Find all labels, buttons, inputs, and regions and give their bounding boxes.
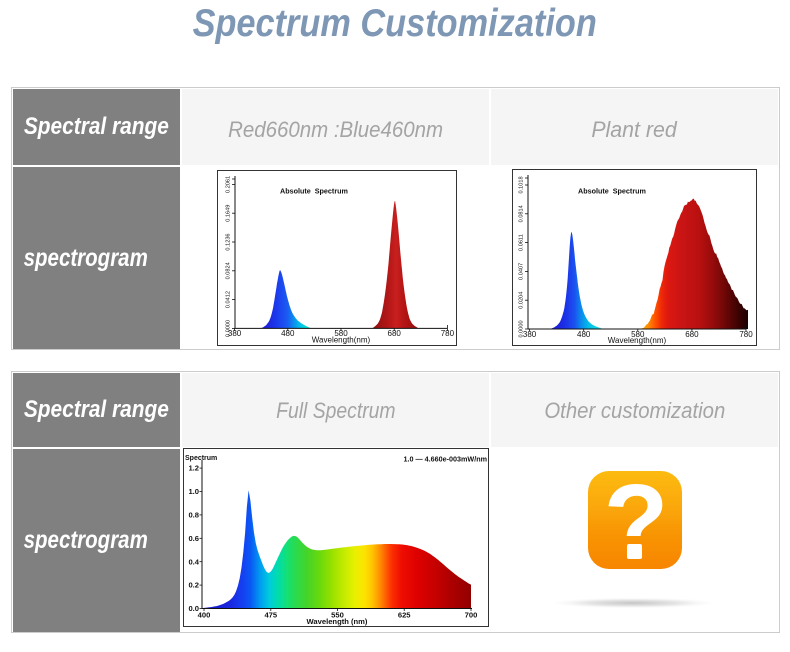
svg-text:680: 680 (388, 329, 402, 338)
svg-text:380: 380 (523, 330, 537, 339)
svg-text:0.0000: 0.0000 (519, 320, 525, 337)
svg-text:0.2: 0.2 (188, 581, 199, 590)
svg-text:0.1649: 0.1649 (226, 205, 232, 222)
svg-text:0.0814: 0.0814 (519, 205, 525, 222)
svg-text:680: 680 (685, 330, 699, 339)
svg-text:0.1236: 0.1236 (226, 233, 232, 250)
svg-text:0.8: 0.8 (188, 511, 199, 520)
svg-text:0.6: 0.6 (188, 534, 199, 543)
svg-text:625: 625 (398, 611, 411, 620)
svg-text:Absolute Spectrum: Absolute Spectrum (578, 187, 646, 196)
svg-text:0.2061: 0.2061 (226, 176, 232, 193)
svg-text:550: 550 (331, 611, 344, 620)
svg-text:0.0: 0.0 (188, 604, 199, 613)
svg-text:0.4: 0.4 (188, 557, 199, 566)
svg-text:Absolute Spectrum: Absolute Spectrum (280, 187, 348, 196)
svg-text:Wavelength(nm): Wavelength(nm) (608, 336, 667, 345)
svg-text:1.0: 1.0 (188, 487, 199, 496)
svg-text:580: 580 (334, 329, 348, 338)
svg-text:700: 700 (465, 611, 478, 620)
svg-text:Spectrum: Spectrum (185, 455, 217, 462)
svg-text:0.0000: 0.0000 (226, 320, 232, 337)
svg-text:1.2: 1.2 (188, 464, 199, 473)
svg-text:780: 780 (441, 329, 455, 338)
svg-text:0.1018: 0.1018 (519, 176, 525, 193)
svg-text:0.0611: 0.0611 (519, 234, 525, 251)
svg-text:0.0412: 0.0412 (226, 291, 232, 308)
svg-text:Wavelength (nm): Wavelength (nm) (307, 617, 368, 626)
svg-text:580: 580 (631, 330, 645, 339)
svg-text:0.0407: 0.0407 (519, 263, 525, 280)
svg-text:480: 480 (281, 329, 295, 338)
svg-text:780: 780 (739, 330, 753, 339)
svg-text:1.0 — 4.660e-003mW/nm: 1.0 — 4.660e-003mW/nm (404, 455, 488, 464)
svg-text:Wavelength(nm): Wavelength(nm) (312, 336, 371, 345)
svg-text:475: 475 (264, 611, 277, 620)
svg-text:380: 380 (228, 329, 242, 338)
svg-text:0.0204: 0.0204 (519, 292, 525, 309)
svg-text:480: 480 (577, 330, 591, 339)
svg-text:400: 400 (198, 611, 211, 620)
svg-text:0.0824: 0.0824 (226, 262, 232, 279)
